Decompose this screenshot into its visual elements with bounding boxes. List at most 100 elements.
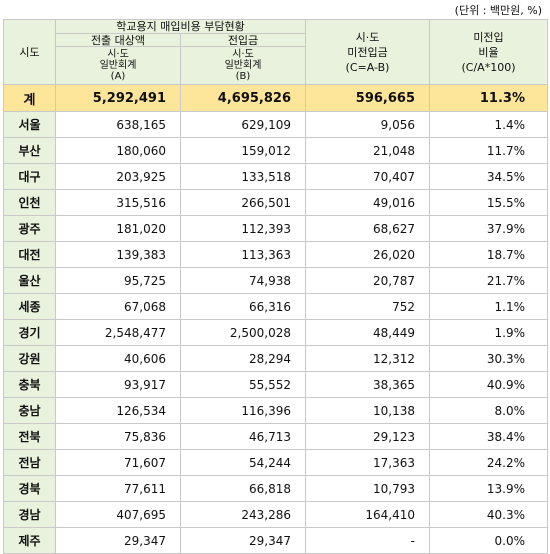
row-value-c: -: [305, 527, 430, 554]
row-value-c: 68,627: [305, 215, 430, 242]
header-b-sub3: (B): [235, 71, 251, 82]
row-ratio: 11.7%: [429, 137, 548, 164]
row-value-b: 46,713: [180, 423, 306, 450]
row-value-b: 243,286: [180, 501, 306, 528]
row-region: 충북: [3, 371, 56, 398]
row-value-b: 66,316: [180, 293, 306, 320]
table-row: 부산 180,060 159,012 21,048 11.7%: [3, 137, 548, 164]
row-ratio: 1.4%: [429, 111, 548, 138]
row-region: 인천: [3, 189, 56, 216]
row-value-b: 159,012: [180, 137, 306, 164]
row-value-c: 12,312: [305, 345, 430, 372]
table-row: 경기 2,548,477 2,500,028 48,449 1.9%: [3, 319, 548, 346]
total-region: 계: [3, 84, 56, 112]
row-value-c: 49,016: [305, 189, 430, 216]
header-unremitted-line3: (C=A-B): [345, 60, 390, 74]
row-region: 경기: [3, 319, 56, 346]
row-region: 제주: [3, 527, 56, 554]
row-value-b: 133,518: [180, 163, 306, 190]
table-body: 계 5,292,491 4,695,826 596,665 11.3% 서울 63…: [3, 84, 548, 554]
row-region: 대전: [3, 241, 56, 268]
row-value-b: 2,500,028: [180, 319, 306, 346]
row-value-c: 20,787: [305, 267, 430, 294]
row-value-a: 139,383: [55, 241, 181, 268]
row-value-b: 74,938: [180, 267, 306, 294]
row-value-b: 266,501: [180, 189, 306, 216]
header-transfer-in-sub: 시·도 일반회계 (B): [180, 46, 306, 85]
row-value-c: 21,048: [305, 137, 430, 164]
header-transfer-in: 전입금: [180, 33, 306, 47]
row-ratio: 21.7%: [429, 267, 548, 294]
row-region: 강원: [3, 345, 56, 372]
row-value-a: 315,516: [55, 189, 181, 216]
table-row: 서울 638,165 629,109 9,056 1.4%: [3, 111, 548, 138]
row-value-b: 629,109: [180, 111, 306, 138]
table-row: 광주 181,020 112,393 68,627 37.9%: [3, 215, 548, 242]
row-value-c: 164,410: [305, 501, 430, 528]
row-value-a: 180,060: [55, 137, 181, 164]
row-value-c: 48,449: [305, 319, 430, 346]
table-row: 전남 71,607 54,244 17,363 24.2%: [3, 449, 548, 476]
row-value-c: 752: [305, 293, 430, 320]
table-row: 제주 29,347 29,347-0.0%: [3, 527, 548, 554]
header-group-title: 학교용지 매입비용 부담현황: [55, 19, 306, 34]
table-row: 충남 126,534 116,396 10,138 8.0%: [3, 397, 548, 424]
row-value-a: 407,695: [55, 501, 181, 528]
total-ratio: 11.3%: [429, 84, 548, 112]
row-region: 광주: [3, 215, 56, 242]
unit-note: (단위 : 백만원, %): [454, 4, 542, 17]
row-value-b: 112,393: [180, 215, 306, 242]
table-row: 대전 139,383 113,363 26,020 18.7%: [3, 241, 548, 268]
header-transfer-target-sub: 시·도 일반회계 (A): [55, 46, 181, 85]
row-ratio: 1.1%: [429, 293, 548, 320]
row-value-c: 38,365: [305, 371, 430, 398]
row-value-c: 9,056: [305, 111, 430, 138]
total-a: 5,292,491: [55, 84, 181, 112]
header-transfer-target: 전출 대상액: [55, 33, 181, 47]
row-ratio: 15.5%: [429, 189, 548, 216]
row-ratio: 40.3%: [429, 501, 548, 528]
row-value-c: 10,138: [305, 397, 430, 424]
row-region: 충남: [3, 397, 56, 424]
row-value-a: 181,020: [55, 215, 181, 242]
table-row: 충북 93,917 55,552 38,365 40.9%: [3, 371, 548, 398]
header-b-sub1: 시·도: [232, 49, 254, 60]
row-ratio: 8.0%: [429, 397, 548, 424]
row-value-c: 70,407: [305, 163, 430, 190]
header-ratio: 미전입 비율 (C/A*100): [429, 19, 548, 85]
row-ratio: 30.3%: [429, 345, 548, 372]
row-value-b: 66,818: [180, 475, 306, 502]
table-row: 울산 95,725 74,938 20,787 21.7%: [3, 267, 548, 294]
row-ratio: 38.4%: [429, 423, 548, 450]
row-region: 경남: [3, 501, 56, 528]
row-value-a: 638,165: [55, 111, 181, 138]
row-value-a: 93,917: [55, 371, 181, 398]
row-value-b: 54,244: [180, 449, 306, 476]
row-value-a: 126,534: [55, 397, 181, 424]
table-row: 대구 203,925 133,518 70,407 34.5%: [3, 163, 548, 190]
header-b-sub2: 일반회계: [224, 60, 262, 71]
row-value-a: 95,725: [55, 267, 181, 294]
row-value-c: 10,793: [305, 475, 430, 502]
row-value-c: 29,123: [305, 423, 430, 450]
header-unremitted-line1: 시·도: [355, 30, 380, 44]
row-value-c: 26,020: [305, 241, 430, 268]
row-value-a: 71,607: [55, 449, 181, 476]
header-unremitted-line2: 미전입금: [347, 45, 388, 59]
header-region: 시도: [3, 19, 56, 85]
row-value-a: 203,925: [55, 163, 181, 190]
data-table-container: 시도 학교용지 매입비용 부담현황 시·도 미전입금 (C=A-B) 미전입 비…: [3, 19, 548, 554]
row-region: 전북: [3, 423, 56, 450]
table-row: 경남 407,695 243,286 164,410 40.3%: [3, 501, 548, 528]
row-value-a: 29,347: [55, 527, 181, 554]
row-value-a: 77,611: [55, 475, 181, 502]
table-row: 인천 315,516 266,501 49,016 15.5%: [3, 189, 548, 216]
header-a-sub3: (A): [110, 71, 126, 82]
row-value-b: 28,294: [180, 345, 306, 372]
row-ratio: 37.9%: [429, 215, 548, 242]
row-value-b: 29,347: [180, 527, 306, 554]
header-unremitted: 시·도 미전입금 (C=A-B): [305, 19, 430, 85]
row-ratio: 13.9%: [429, 475, 548, 502]
row-value-a: 2,548,477: [55, 319, 181, 346]
row-region: 울산: [3, 267, 56, 294]
